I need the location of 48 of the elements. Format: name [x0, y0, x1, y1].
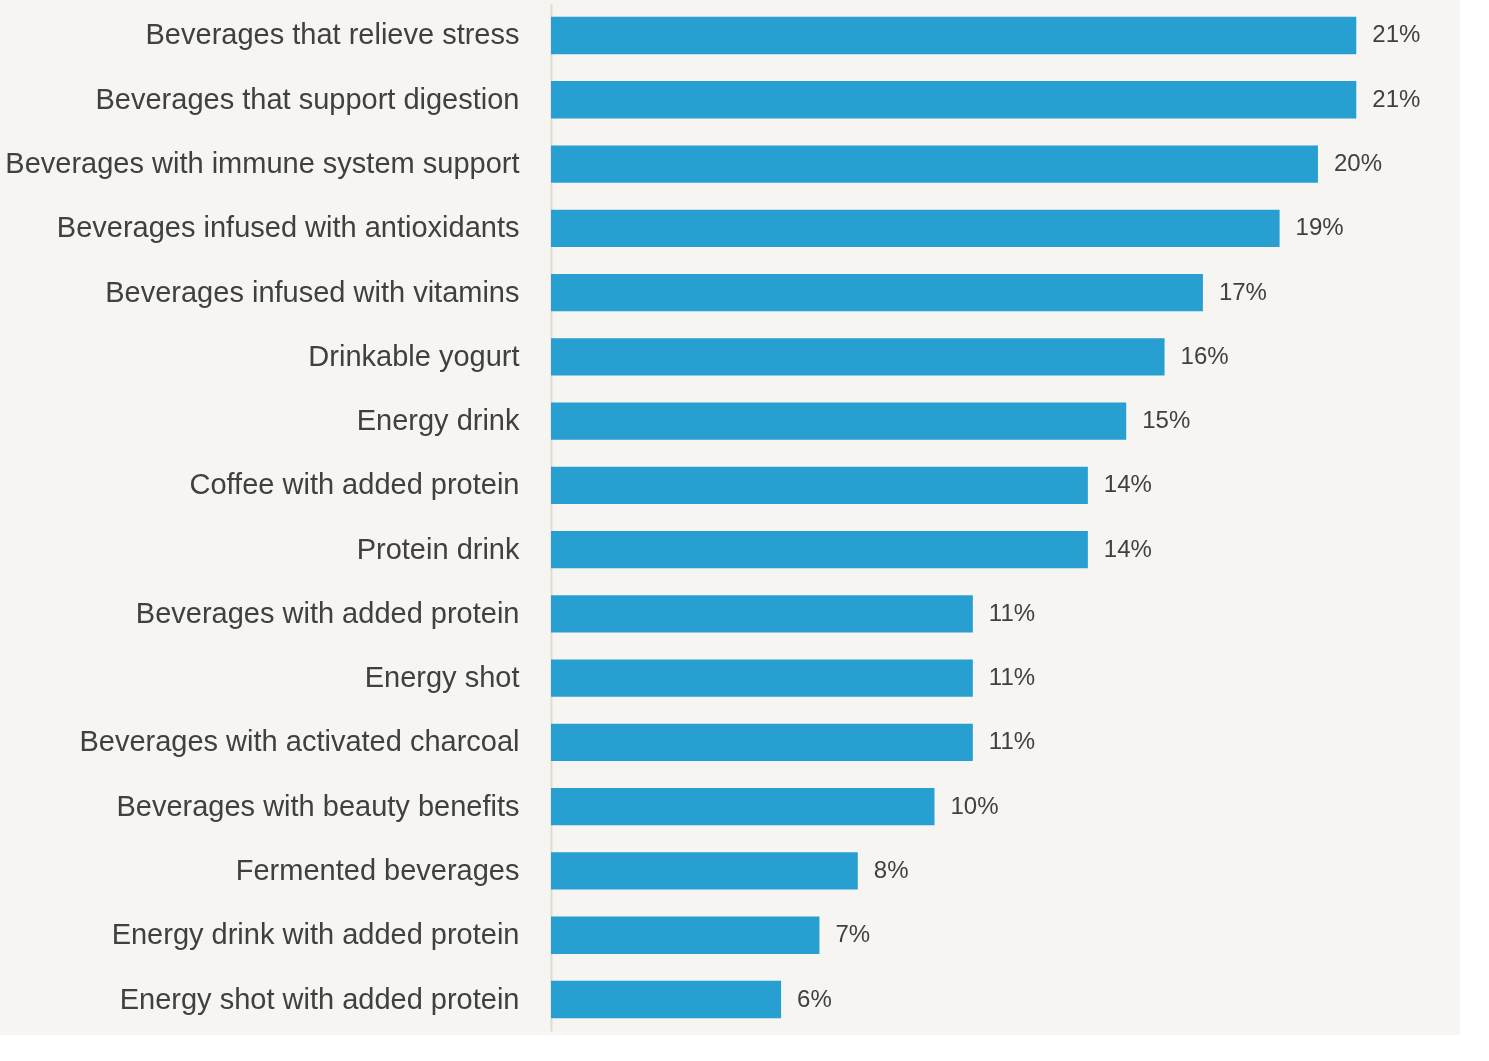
data-label: 14%	[1103, 470, 1152, 498]
y-tick-label: Beverages with added protein	[135, 596, 520, 629]
y-tick-label: Energy shot with added protein	[119, 982, 520, 1015]
bar	[551, 402, 1127, 440]
data-label: 16%	[1180, 341, 1229, 369]
bar	[551, 788, 935, 826]
data-label: 19%	[1295, 213, 1344, 241]
y-tick-label: Protein drink	[356, 532, 520, 565]
data-label: 11%	[988, 727, 1036, 755]
y-tick-label: Coffee with added protein	[189, 468, 520, 501]
data-label: 14%	[1103, 534, 1152, 562]
bar	[551, 723, 973, 762]
data-label: 7%	[835, 920, 871, 948]
data-label: 11%	[988, 598, 1036, 626]
bar	[551, 338, 1165, 376]
y-tick-label: Beverages with immune system support	[5, 147, 520, 180]
y-tick-label: Beverages infused with antioxidants	[56, 211, 520, 244]
data-label: 10%	[950, 791, 999, 819]
y-tick-label: Beverages that relieve stress	[145, 18, 520, 51]
data-label: 15%	[1142, 406, 1191, 434]
y-tick-label: Energy shot	[364, 661, 520, 694]
bar	[551, 16, 1357, 55]
data-label: 21%	[1372, 84, 1421, 112]
data-label: 21%	[1372, 20, 1421, 48]
y-tick-label: Beverages that support digestion	[95, 82, 520, 115]
bar	[551, 595, 973, 633]
bar	[551, 659, 973, 697]
y-tick-label: Beverages infused with vitamins	[105, 275, 520, 308]
y-tick-label: Beverages with beauty benefits	[116, 789, 520, 822]
bar	[551, 209, 1280, 247]
y-tick-label: Drinkable yogurt	[308, 339, 520, 372]
data-label: 11%	[988, 663, 1036, 691]
bar	[551, 273, 1203, 312]
data-label: 17%	[1218, 277, 1267, 305]
bar	[551, 852, 858, 890]
bar	[551, 531, 1088, 569]
data-label: 8%	[873, 855, 909, 883]
data-label: 6%	[797, 984, 832, 1012]
bar	[551, 980, 782, 1019]
y-tick-label: Energy drink with added protein	[111, 918, 520, 951]
bar	[551, 916, 820, 954]
bar	[551, 466, 1088, 504]
bar	[551, 81, 1357, 119]
data-label: 20%	[1333, 149, 1382, 177]
bar	[551, 145, 1318, 183]
y-tick-label: Fermented beverages	[235, 853, 520, 886]
y-tick-label: Beverages with activated charcoal	[79, 725, 520, 758]
y-tick-label: Energy drink	[356, 404, 520, 437]
